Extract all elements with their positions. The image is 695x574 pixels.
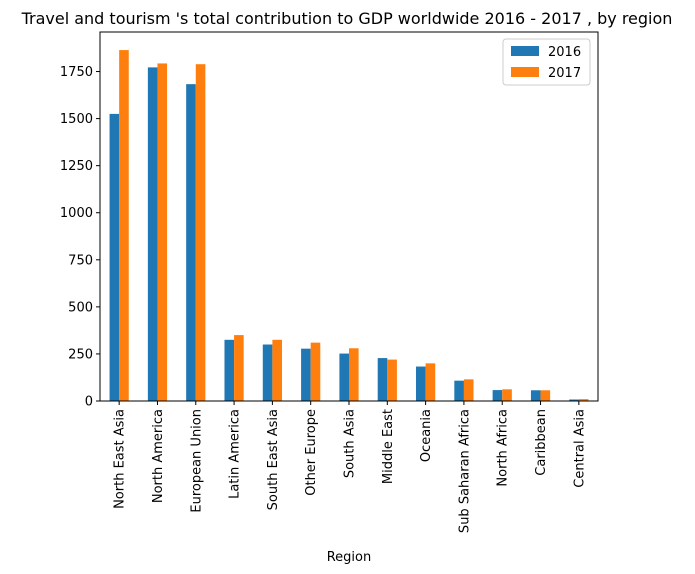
bar-2016-north-east-asia bbox=[109, 113, 120, 401]
x-tick-label: Central Asia bbox=[572, 409, 587, 488]
bar-2016-oceania bbox=[416, 366, 426, 401]
bar-2017-middle-east bbox=[387, 359, 397, 401]
bar-2017-south-asia bbox=[349, 348, 359, 401]
bar-2017-other-europe bbox=[310, 342, 321, 401]
bar-2017-sub-saharan-africa bbox=[463, 379, 474, 401]
bar-2017-central-asia bbox=[578, 399, 589, 401]
y-tick-label: 750 bbox=[68, 253, 93, 268]
bar-2016-latin-america bbox=[224, 339, 235, 401]
y-tick-label: 1750 bbox=[60, 65, 93, 80]
y-tick-label: 1000 bbox=[60, 206, 93, 221]
x-tick-label: North East Asia bbox=[113, 409, 128, 509]
legend-swatch-2017 bbox=[511, 67, 539, 77]
bar-2016-north-america bbox=[147, 67, 158, 402]
legend-label-2017: 2017 bbox=[548, 66, 581, 81]
x-axis: North East Asia North America European Uni… bbox=[113, 401, 587, 533]
bar-2016-middle-east bbox=[377, 358, 388, 401]
bars-group bbox=[109, 50, 589, 402]
plot-frame bbox=[99, 31, 599, 402]
y-tick-label: 1250 bbox=[60, 159, 93, 174]
x-tick-label: European Union bbox=[189, 409, 204, 513]
bar-2017-north-africa bbox=[502, 389, 512, 401]
x-tick-label: South Asia bbox=[343, 409, 358, 478]
x-tick-label: Caribbean bbox=[534, 409, 549, 476]
bar-2017-north-east-asia bbox=[119, 50, 129, 401]
x-tick-label: Latin America bbox=[228, 409, 243, 499]
x-tick-label: Middle East bbox=[381, 409, 396, 484]
bar-2016-european-union bbox=[186, 84, 196, 402]
bar-2016-sub-saharan-africa bbox=[454, 380, 464, 401]
chart-title: Travel and tourism 's total contribution… bbox=[21, 9, 673, 28]
bar-2017-oceania bbox=[425, 363, 436, 401]
bar-2017-south-east-asia bbox=[272, 339, 282, 401]
x-tick-label: North Africa bbox=[496, 409, 511, 487]
y-tick-label: 0 bbox=[85, 395, 93, 410]
bar-2017-caribbean bbox=[540, 390, 551, 401]
x-tick-label: Oceania bbox=[419, 409, 434, 462]
y-tick-label: 1500 bbox=[60, 112, 93, 127]
x-axis-label: Region bbox=[327, 550, 372, 565]
bar-2016-caribbean bbox=[530, 390, 541, 401]
x-tick-label: Sub Saharan Africa bbox=[457, 409, 472, 533]
bar-2017-latin-america bbox=[234, 335, 244, 401]
bar-2016-south-east-asia bbox=[262, 344, 273, 401]
x-tick-label: South East Asia bbox=[266, 409, 281, 510]
legend-swatch-2016 bbox=[511, 46, 539, 56]
y-tick-label: 500 bbox=[68, 300, 93, 315]
bar-2017-european-union bbox=[195, 64, 206, 402]
y-tick-label: 250 bbox=[68, 347, 93, 362]
legend: 2016 2017 bbox=[502, 38, 591, 86]
bar-2016-other-europe bbox=[301, 348, 311, 401]
bar-2017-north-america bbox=[157, 63, 168, 401]
x-tick-label: Other Europe bbox=[304, 409, 319, 496]
x-tick-label: North America bbox=[151, 409, 166, 503]
y-axis: 0 250 500 750 1000 1250 1500 1750 bbox=[60, 65, 100, 410]
legend-label-2016: 2016 bbox=[548, 45, 581, 60]
bar-2016-central-asia bbox=[569, 399, 579, 401]
bar-2016-north-africa bbox=[492, 390, 503, 401]
bar-2016-south-asia bbox=[339, 353, 349, 401]
